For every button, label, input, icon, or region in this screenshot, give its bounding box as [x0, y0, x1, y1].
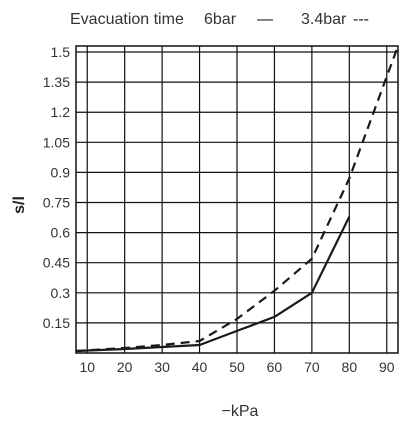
x-tick-label-10: 10: [79, 359, 95, 375]
y-tick-label-1.35: 1.35: [43, 74, 70, 90]
series-line-6bar: [75, 216, 351, 353]
y-tick-label-0.9: 0.9: [51, 164, 71, 180]
grid: [76, 46, 398, 353]
y-tick-label-0.45: 0.45: [43, 255, 70, 271]
legend-label-3.4bar: 3.4bar: [301, 11, 347, 28]
y-tick-label-1.2: 1.2: [51, 104, 71, 120]
x-tick-label-80: 80: [342, 359, 358, 375]
legend-label-6bar: 6bar: [204, 11, 237, 28]
x-tick-label-70: 70: [304, 359, 320, 375]
y-axis-label: s/l: [11, 196, 28, 214]
y-tick-label-0.75: 0.75: [43, 195, 70, 211]
x-tick-label-20: 20: [117, 359, 133, 375]
y-tick-label-1.05: 1.05: [43, 134, 70, 150]
y-tick-label-0.15: 0.15: [43, 315, 70, 331]
x-tick-label-30: 30: [154, 359, 170, 375]
x-tick-label-50: 50: [229, 359, 245, 375]
axes: 10 20 30 40 50 60 70 80 90 0.15 0.3 0.45 0.6 0.75 0.9 1…: [43, 44, 399, 375]
x-tick-label-60: 60: [267, 359, 283, 375]
x-tick-label-40: 40: [192, 359, 208, 375]
y-tick-label-1.5: 1.5: [51, 44, 71, 60]
plot-frame: [75, 45, 399, 354]
legend-marker-3.4bar: ---: [353, 11, 369, 28]
y-tick-label-0.6: 0.6: [51, 225, 71, 241]
chart-header: Evacuation time 6bar — 3.4bar ---: [70, 11, 369, 28]
series-line-3.4bar: [75, 45, 400, 353]
chart-title: Evacuation time: [70, 11, 184, 28]
x-axis-label: −kPa: [222, 403, 259, 420]
y-tick-label-0.3: 0.3: [51, 285, 71, 301]
legend-marker-6bar: —: [257, 11, 273, 28]
series-lines: [75, 45, 400, 353]
x-tick-label-90: 90: [379, 359, 395, 375]
